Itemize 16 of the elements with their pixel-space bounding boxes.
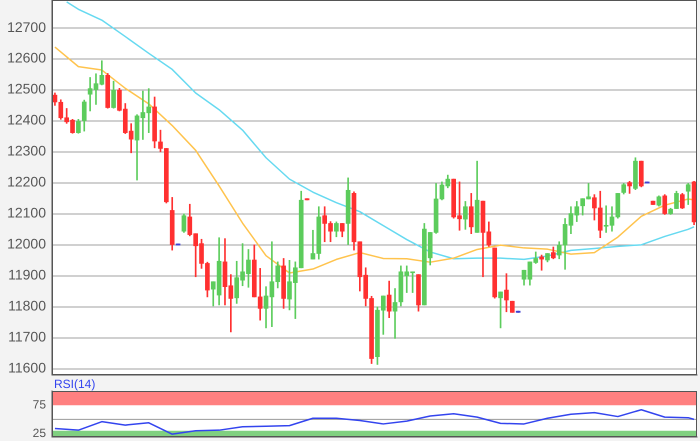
y-tick-label: 11600 (8, 360, 46, 376)
y-tick-label: 12700 (7, 18, 46, 35)
y-tick-label: 25 (32, 426, 46, 440)
y-tick-label: 11900 (8, 266, 46, 283)
y-tick-label: 12200 (7, 174, 46, 190)
y-tick-label: 11800 (8, 298, 46, 314)
y-tick-label: 12400 (7, 112, 46, 128)
y-tick-label: 12600 (7, 50, 46, 66)
y-tick-label: 75 (32, 398, 46, 412)
candlestick (650, 200, 656, 205)
y-tick-label: 12000 (7, 236, 46, 252)
y-tick-label: 12500 (7, 80, 46, 97)
y-tick-label: 11700 (8, 328, 46, 345)
chart-title: RSI(14) (54, 377, 96, 391)
y-tick-label: 12300 (7, 142, 46, 159)
y-tick-label: 12100 (7, 204, 46, 221)
